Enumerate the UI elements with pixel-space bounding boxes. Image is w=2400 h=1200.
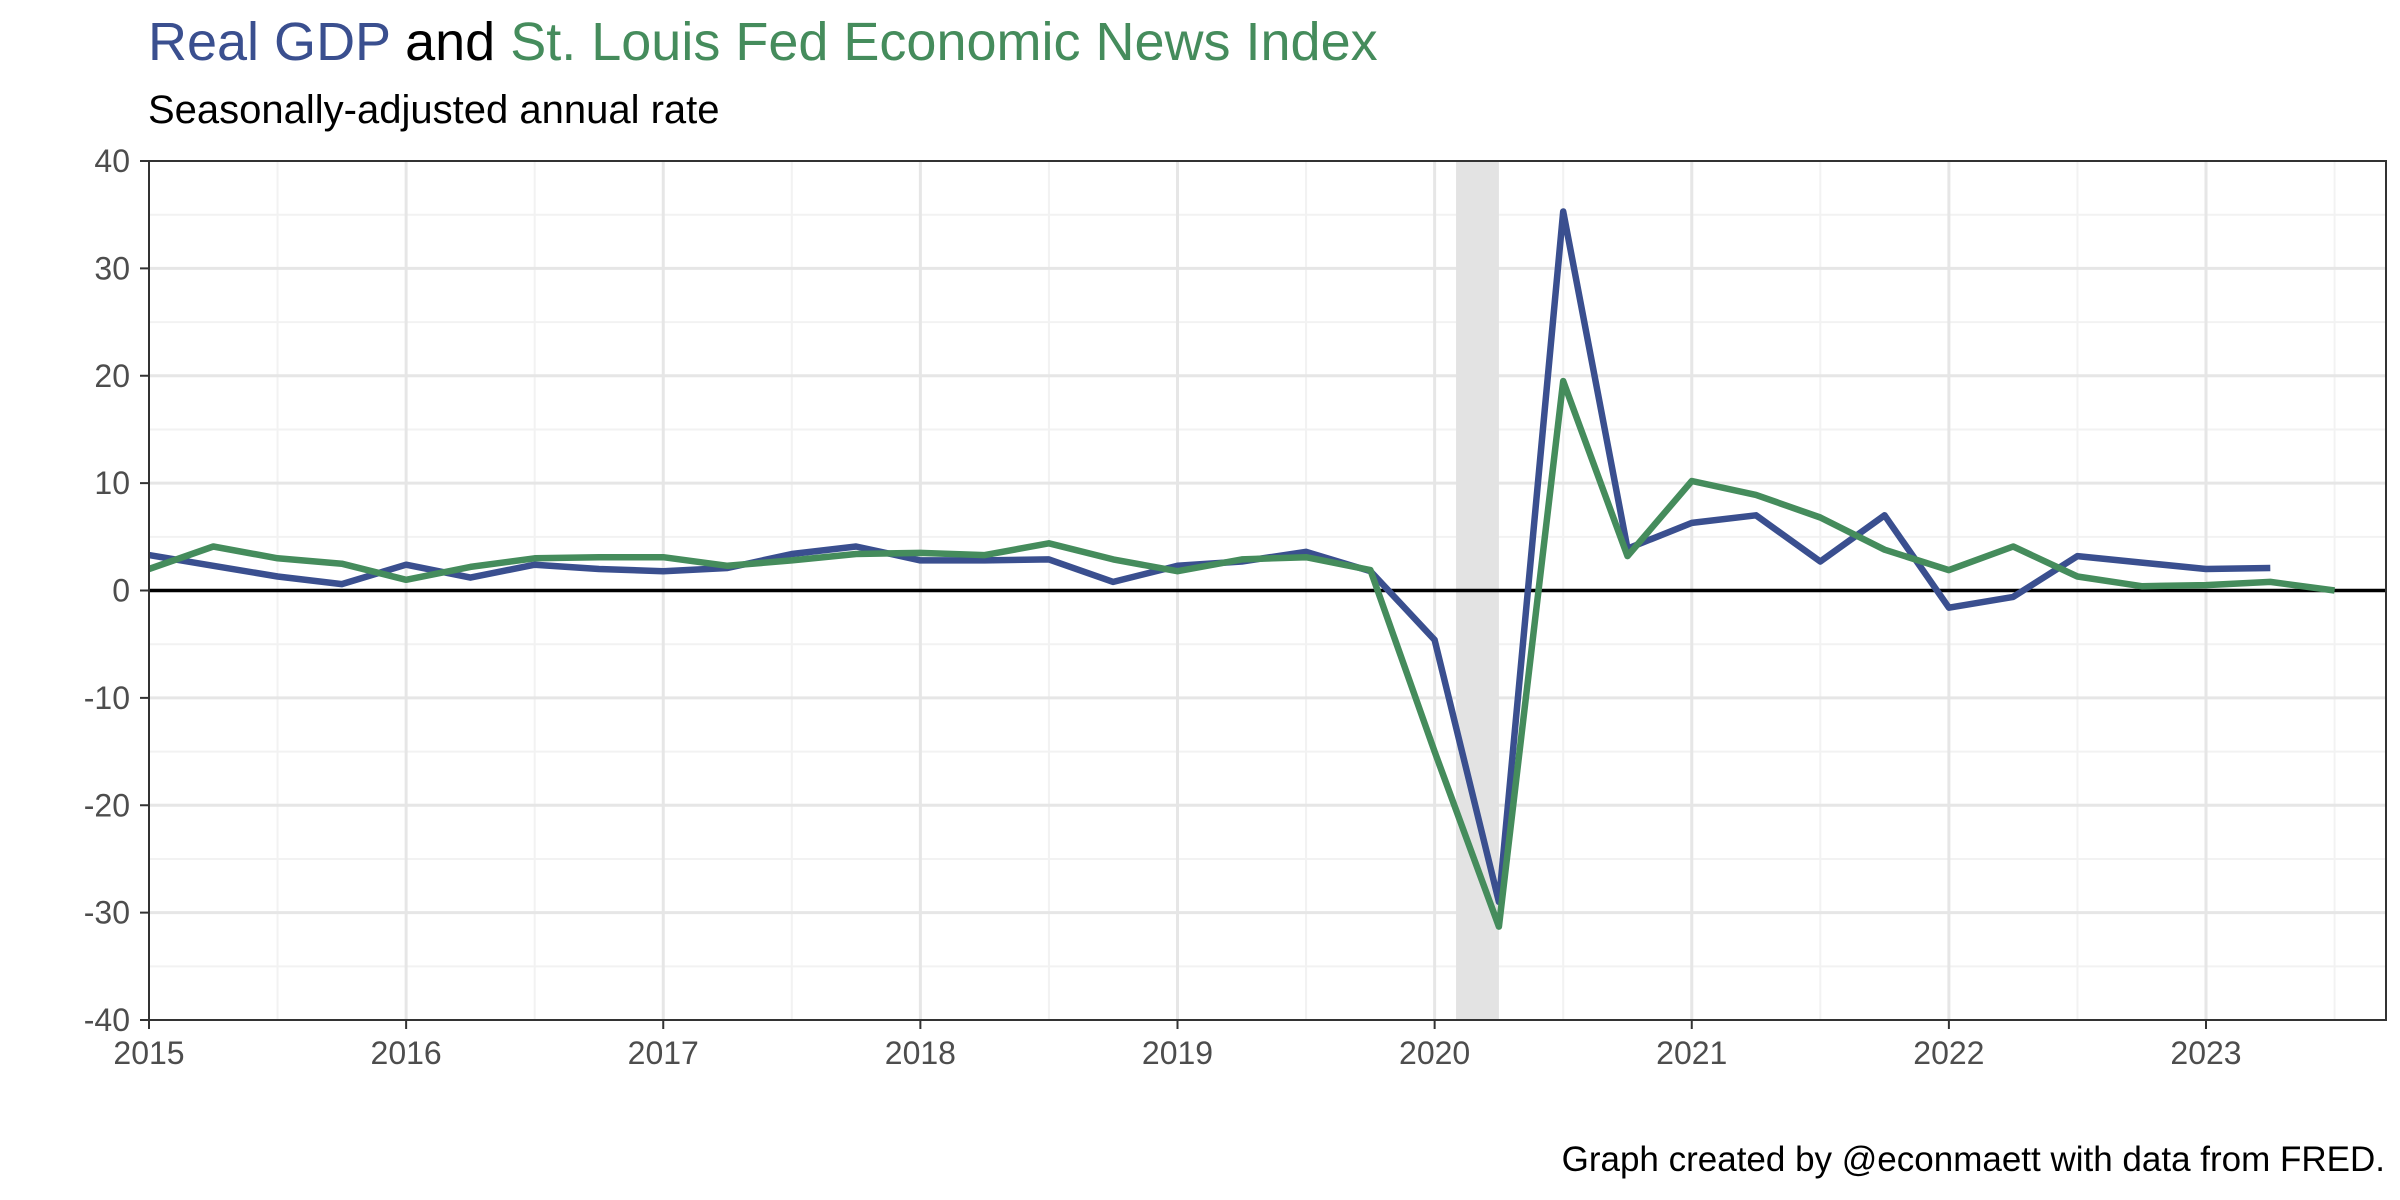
chart-subtitle: Seasonally-adjusted annual rate bbox=[148, 88, 720, 132]
y-tick-label: -40 bbox=[84, 1002, 130, 1038]
title-gdp-label: Real GDP bbox=[148, 12, 391, 72]
y-tick-label: 40 bbox=[94, 143, 130, 179]
y-tick-label: 30 bbox=[94, 250, 130, 286]
y-tick-label: 0 bbox=[112, 573, 130, 609]
y-tick-label: 20 bbox=[94, 358, 130, 394]
x-tick-label: 2015 bbox=[113, 1035, 184, 1071]
x-tick-label: 2016 bbox=[371, 1035, 442, 1071]
y-tick-label: -10 bbox=[84, 680, 130, 716]
x-tick-label: 2021 bbox=[1656, 1035, 1727, 1071]
x-tick-label: 2022 bbox=[1913, 1035, 1984, 1071]
chart-title: Real GDP and St. Louis Fed Economic News… bbox=[148, 10, 1378, 74]
title-eni-label: St. Louis Fed Economic News Index bbox=[510, 12, 1378, 72]
x-tick-label: 2017 bbox=[628, 1035, 699, 1071]
chart-caption: Graph created by @econmaett with data fr… bbox=[1561, 1140, 2385, 1179]
series-lines bbox=[147, 208, 2336, 930]
x-tick-label: 2020 bbox=[1399, 1035, 1470, 1071]
x-tick-label: 2023 bbox=[2170, 1035, 2241, 1071]
title-connector: and bbox=[390, 12, 511, 72]
y-tick-label: 10 bbox=[94, 465, 130, 501]
y-tick-label: -30 bbox=[84, 895, 130, 931]
y-tick-label: -20 bbox=[84, 787, 130, 823]
x-tick-label: 2019 bbox=[1142, 1035, 1213, 1071]
x-tick-label: 2018 bbox=[885, 1035, 956, 1071]
